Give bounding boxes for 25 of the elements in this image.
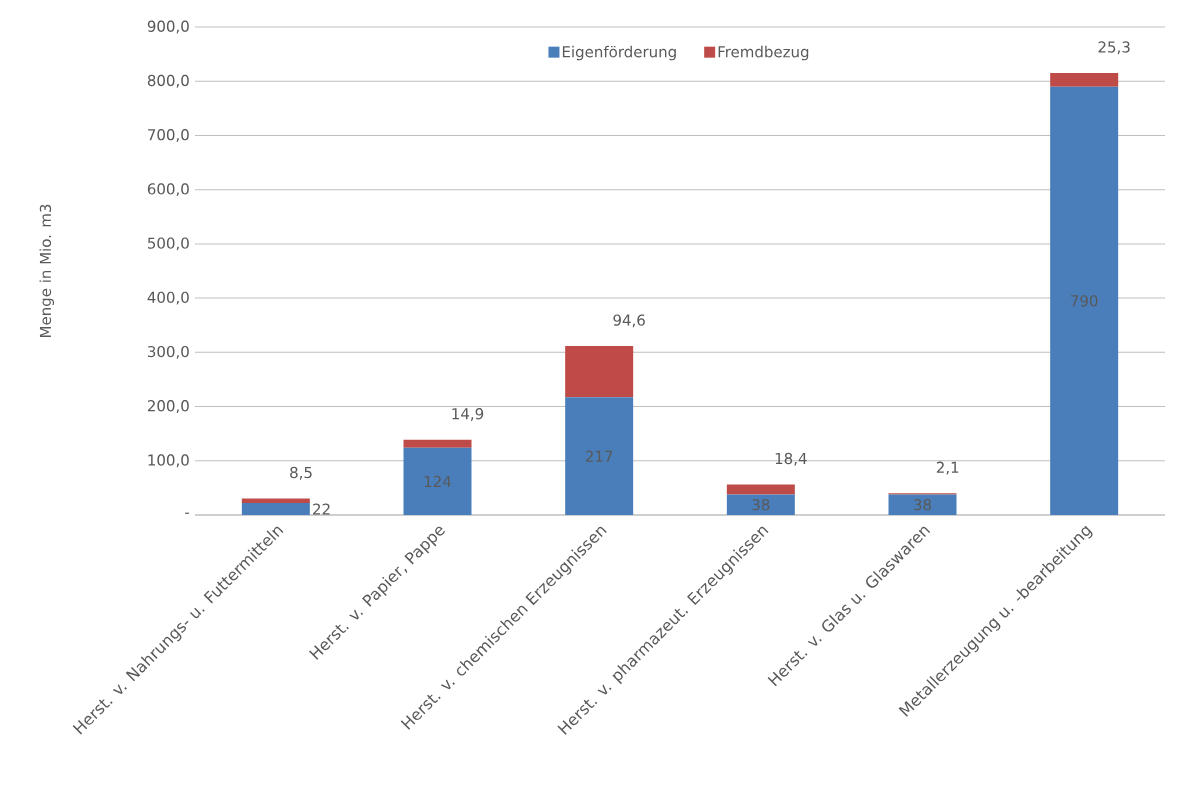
y-tick-label: 900,0 — [147, 20, 189, 34]
y-tick-label: 100,0 — [148, 454, 189, 468]
y-tick-label: 500,0 — [148, 237, 189, 251]
y-tick-label: 600,0 — [147, 183, 189, 197]
legend-label: Fremdbezug — [718, 45, 809, 61]
data-label: 25,3 — [1098, 41, 1130, 55]
y-tick-label: 400,0 — [147, 291, 189, 305]
data-label: 8,5 — [290, 466, 312, 480]
y-tick-label: - — [185, 512, 190, 514]
y-tick-label: 700,0 — [148, 129, 189, 142]
y-tick-label: 200,0 — [147, 400, 189, 413]
data-label: 38 — [752, 499, 770, 511]
data-label: 14,9 — [452, 408, 484, 421]
y-tick-label: 300,0 — [148, 345, 189, 359]
data-label: 2,1 — [936, 461, 959, 475]
data-label: 38 — [914, 499, 932, 511]
legend-label: Eigenförderung — [562, 45, 676, 61]
y-axis-title: Menge in Mio. m3 — [39, 204, 54, 337]
data-label: 18,4 — [775, 452, 807, 466]
data-label: 124 — [424, 475, 451, 487]
data-label: 22 — [313, 503, 330, 515]
y-tick-label: 800,0 — [147, 74, 189, 88]
data-label: 217 — [585, 450, 613, 462]
data-label: 790 — [1071, 295, 1098, 307]
data-label: 94,6 — [613, 314, 645, 328]
